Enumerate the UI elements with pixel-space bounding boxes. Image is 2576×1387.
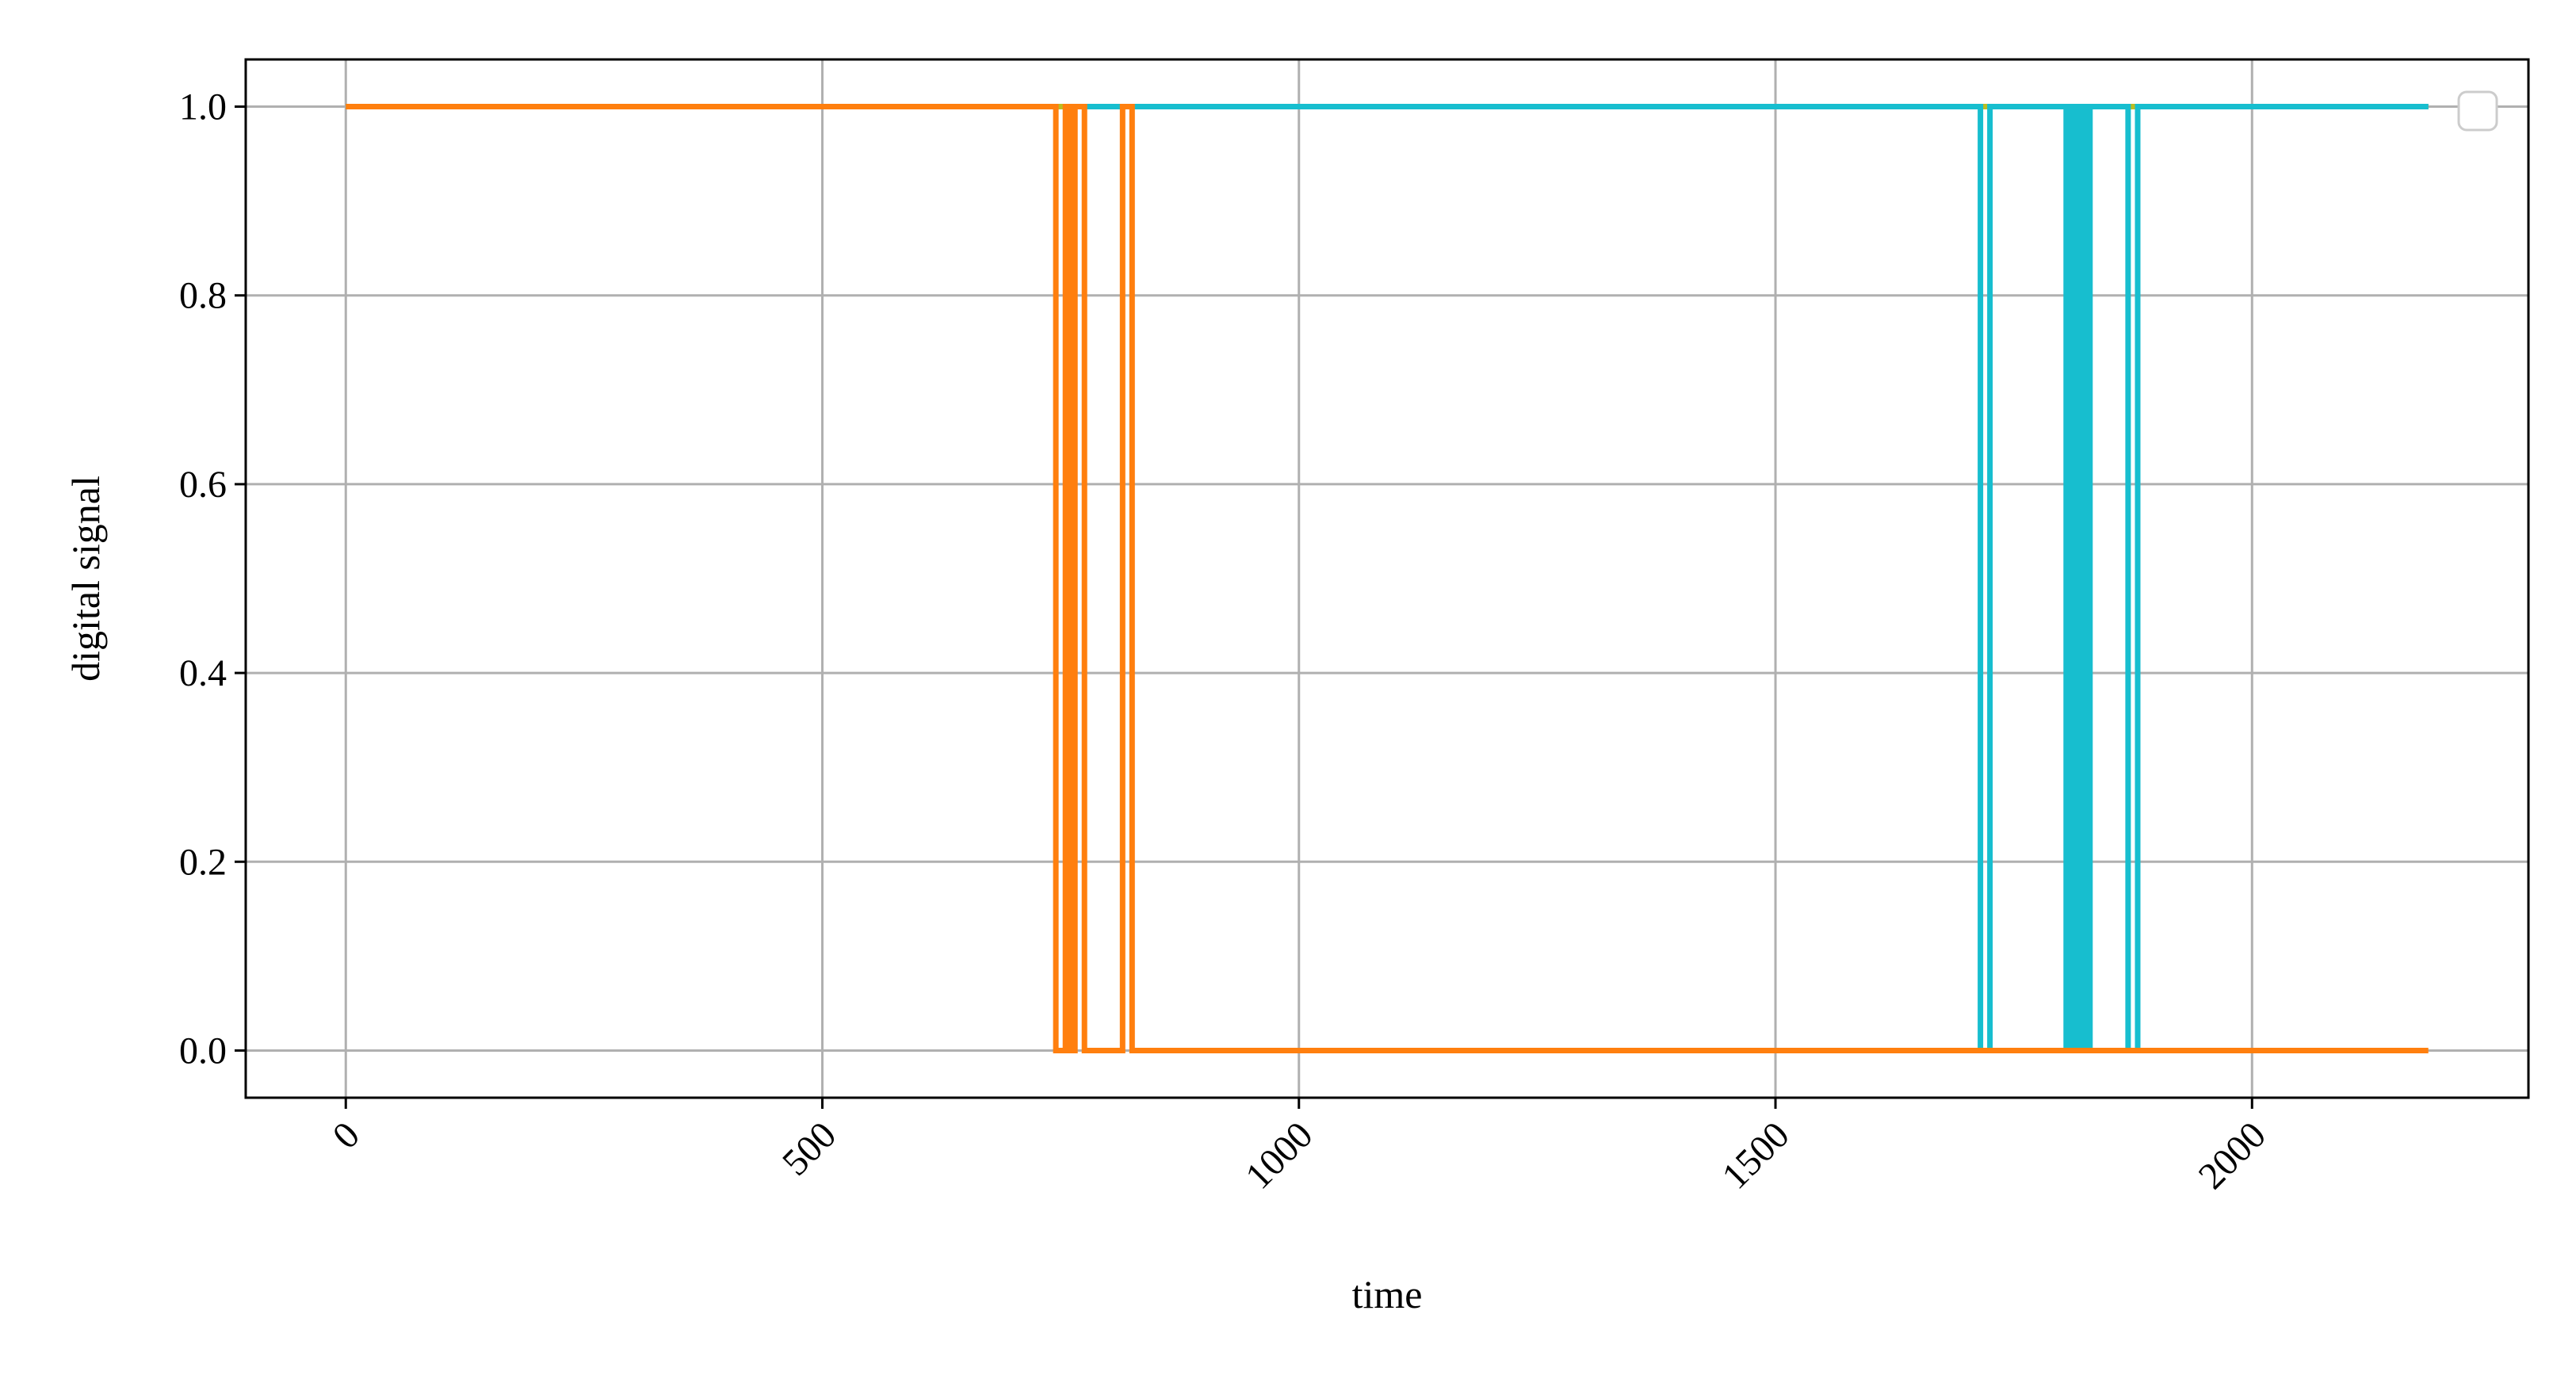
series-group	[346, 104, 2429, 1053]
y-tick-label-5: 1.0	[179, 86, 227, 128]
y-tick-label-3: 0.6	[179, 464, 227, 506]
legend	[2457, 90, 2498, 132]
plot-frame	[244, 58, 2530, 1099]
y-tick-label-4: 0.8	[179, 275, 227, 317]
y-tick-label-0: 0.0	[179, 1030, 227, 1072]
y-tick-label-2: 0.4	[179, 652, 227, 694]
y-axis-label: digital signal	[63, 476, 108, 682]
x-axis-label: time	[1352, 1272, 1423, 1316]
y-tick-label-1: 0.2	[179, 841, 227, 883]
series-line-3	[346, 104, 2429, 1053]
